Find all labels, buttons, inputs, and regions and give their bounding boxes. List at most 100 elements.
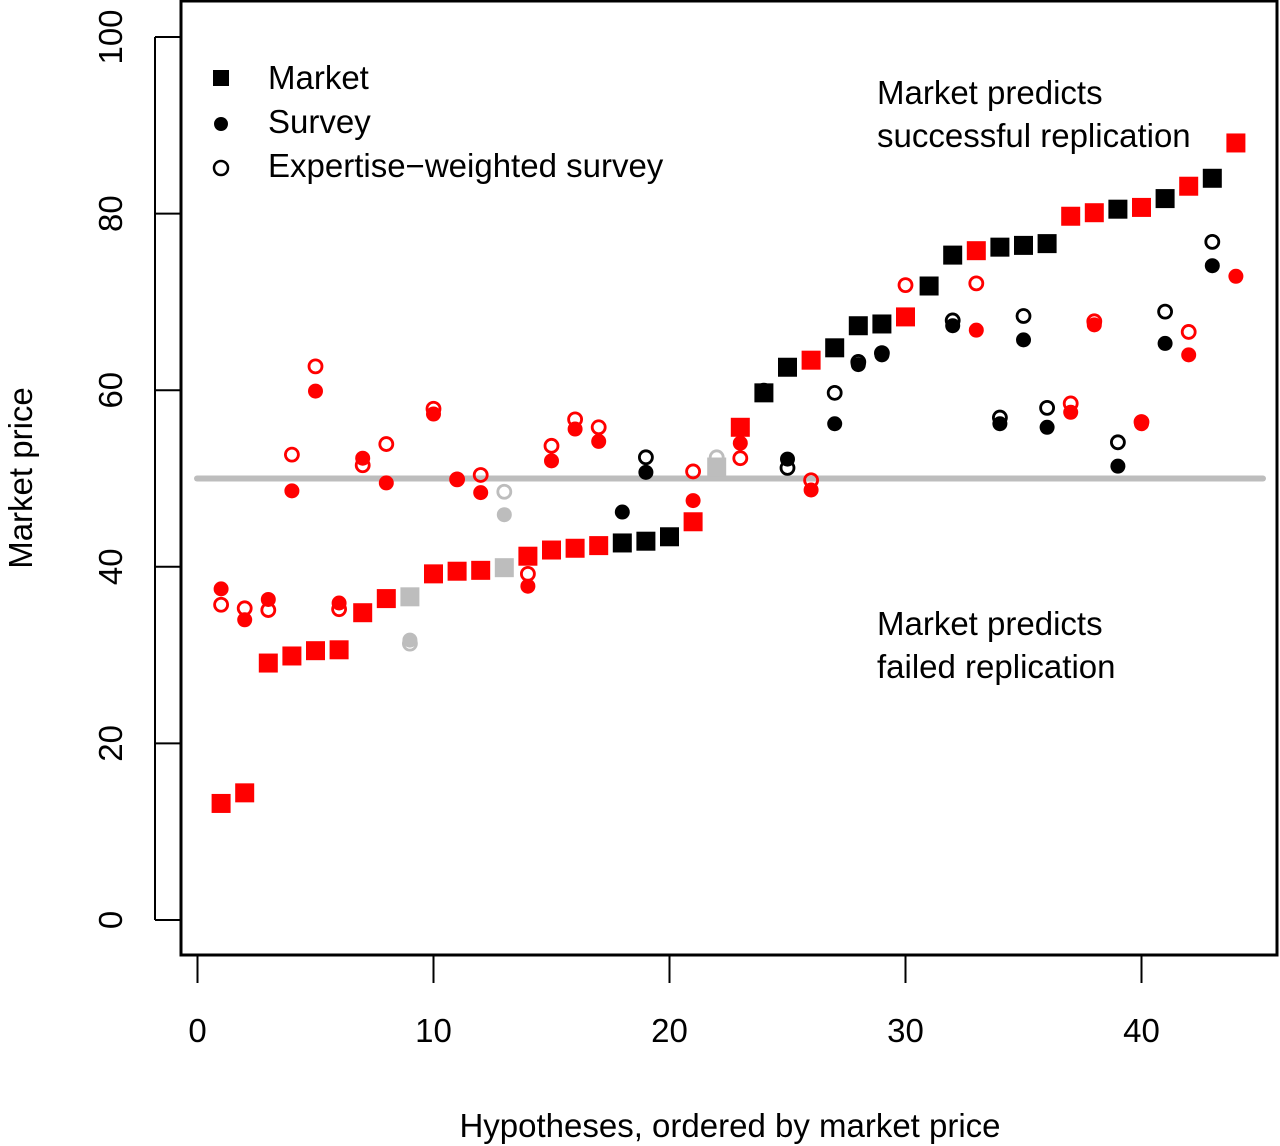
market-point: [1084, 203, 1104, 223]
market-point: [235, 783, 255, 803]
y-tick-label: 0: [92, 911, 129, 929]
market-point: [1014, 235, 1033, 255]
survey-point: [1204, 258, 1220, 274]
expertise-weighted-survey-point: [897, 277, 914, 294]
x-tick-label: 30: [887, 1012, 924, 1049]
survey-point: [1157, 335, 1173, 351]
annotation-successful-line1: Market predicts: [877, 74, 1103, 111]
data-marks: [211, 133, 1246, 813]
expertise-weighted-survey-point: [283, 446, 300, 463]
survey-point: [992, 416, 1008, 432]
market-point: [471, 560, 491, 580]
survey-point: [1016, 332, 1031, 348]
market-point: [683, 512, 703, 532]
survey-point: [1063, 404, 1079, 420]
y-tick-label: 60: [92, 372, 129, 409]
legend-label-expertise-weighted-survey: Expertise−weighted survey: [268, 147, 664, 184]
annotation-successful-line2: successful replication: [877, 117, 1191, 154]
expertise-weighted-survey-point: [496, 483, 513, 500]
market-point: [306, 641, 325, 661]
legend-marker-expertise-weighted-survey: [212, 159, 230, 177]
y-tick-label: 40: [92, 548, 129, 585]
expertise-weighted-survey-point: [590, 419, 607, 436]
annotation-failed-line1: Market predicts: [877, 605, 1103, 642]
survey-point: [1039, 419, 1055, 435]
expertise-weighted-survey-point: [732, 450, 749, 467]
survey-point: [378, 475, 394, 491]
market-point: [636, 531, 656, 551]
survey-point: [827, 416, 843, 432]
x-axis: 0 10 20 30 40: [188, 954, 1160, 1049]
market-point: [754, 383, 774, 403]
market-point: [801, 350, 821, 370]
annotation-failed: Market predicts failed replication: [877, 605, 1115, 685]
expertise-weighted-survey-point: [213, 596, 230, 613]
y-axis: 0 20 40 60 80 100: [92, 9, 181, 929]
market-point: [1132, 197, 1151, 217]
survey-point: [496, 507, 512, 523]
market-point: [1202, 168, 1222, 188]
x-tick-label: 20: [651, 1012, 688, 1049]
market-point: [707, 457, 727, 477]
annotation-failed-line2: failed replication: [877, 648, 1115, 685]
market-point: [494, 558, 514, 578]
y-tick-label: 80: [92, 195, 129, 232]
survey-point: [1134, 416, 1149, 432]
expertise-weighted-survey-point: [638, 449, 654, 466]
market-point: [589, 536, 609, 556]
survey-point: [237, 612, 253, 628]
market-point: [660, 527, 679, 547]
expertise-weighted-survey-point: [1015, 308, 1032, 324]
x-tick-label: 10: [415, 1012, 452, 1049]
survey-point: [1181, 347, 1197, 363]
market-point: [896, 307, 915, 327]
x-tick-label: 40: [1123, 1012, 1160, 1049]
legend-marker-market: [213, 70, 229, 86]
market-point: [329, 640, 349, 660]
market-point: [943, 245, 963, 265]
expertise-weighted-survey-point: [307, 358, 324, 375]
survey-point: [1110, 458, 1126, 474]
expertise-weighted-survey-point: [1039, 399, 1055, 416]
x-axis-label: Hypotheses, ordered by market price: [459, 1107, 1000, 1144]
market-point: [1037, 234, 1057, 254]
survey-point: [355, 450, 371, 466]
survey-point: [331, 595, 347, 611]
y-axis-label: Market price: [2, 387, 39, 569]
survey-point: [213, 581, 229, 597]
expertise-weighted-survey-point: [685, 463, 701, 480]
survey-point: [780, 451, 795, 467]
legend: Market Survey Expertise−weighted survey: [212, 59, 664, 184]
market-point: [1061, 206, 1081, 226]
expertise-weighted-survey-point: [826, 384, 843, 401]
market-point: [376, 589, 396, 609]
expertise-weighted-survey-point: [968, 275, 985, 292]
y-tick-label: 100: [92, 9, 129, 64]
legend-label-survey: Survey: [268, 103, 371, 140]
survey-point: [567, 421, 583, 437]
legend-label-market: Market: [268, 59, 369, 96]
survey-point: [803, 482, 819, 498]
y-tick-label: 20: [92, 725, 129, 762]
survey-point: [732, 435, 748, 451]
survey-point: [614, 504, 630, 520]
market-point: [400, 587, 420, 607]
market-point: [990, 237, 1010, 257]
survey-point: [473, 485, 489, 501]
market-point: [565, 538, 585, 558]
market-point: [424, 564, 443, 584]
survey-point: [308, 383, 323, 399]
survey-point: [402, 632, 418, 648]
expertise-weighted-survey-point: [520, 565, 536, 582]
market-point: [872, 314, 892, 334]
market-point: [1108, 199, 1128, 219]
market-point: [211, 793, 231, 813]
survey-point: [1086, 317, 1102, 333]
market-point: [1226, 133, 1246, 153]
survey-point: [520, 578, 536, 594]
market-point: [919, 276, 939, 296]
annotation-successful: Market predicts successful replication: [877, 74, 1191, 154]
survey-point: [945, 318, 961, 334]
market-point: [447, 561, 467, 581]
expertise-weighted-survey-point: [1157, 303, 1173, 320]
